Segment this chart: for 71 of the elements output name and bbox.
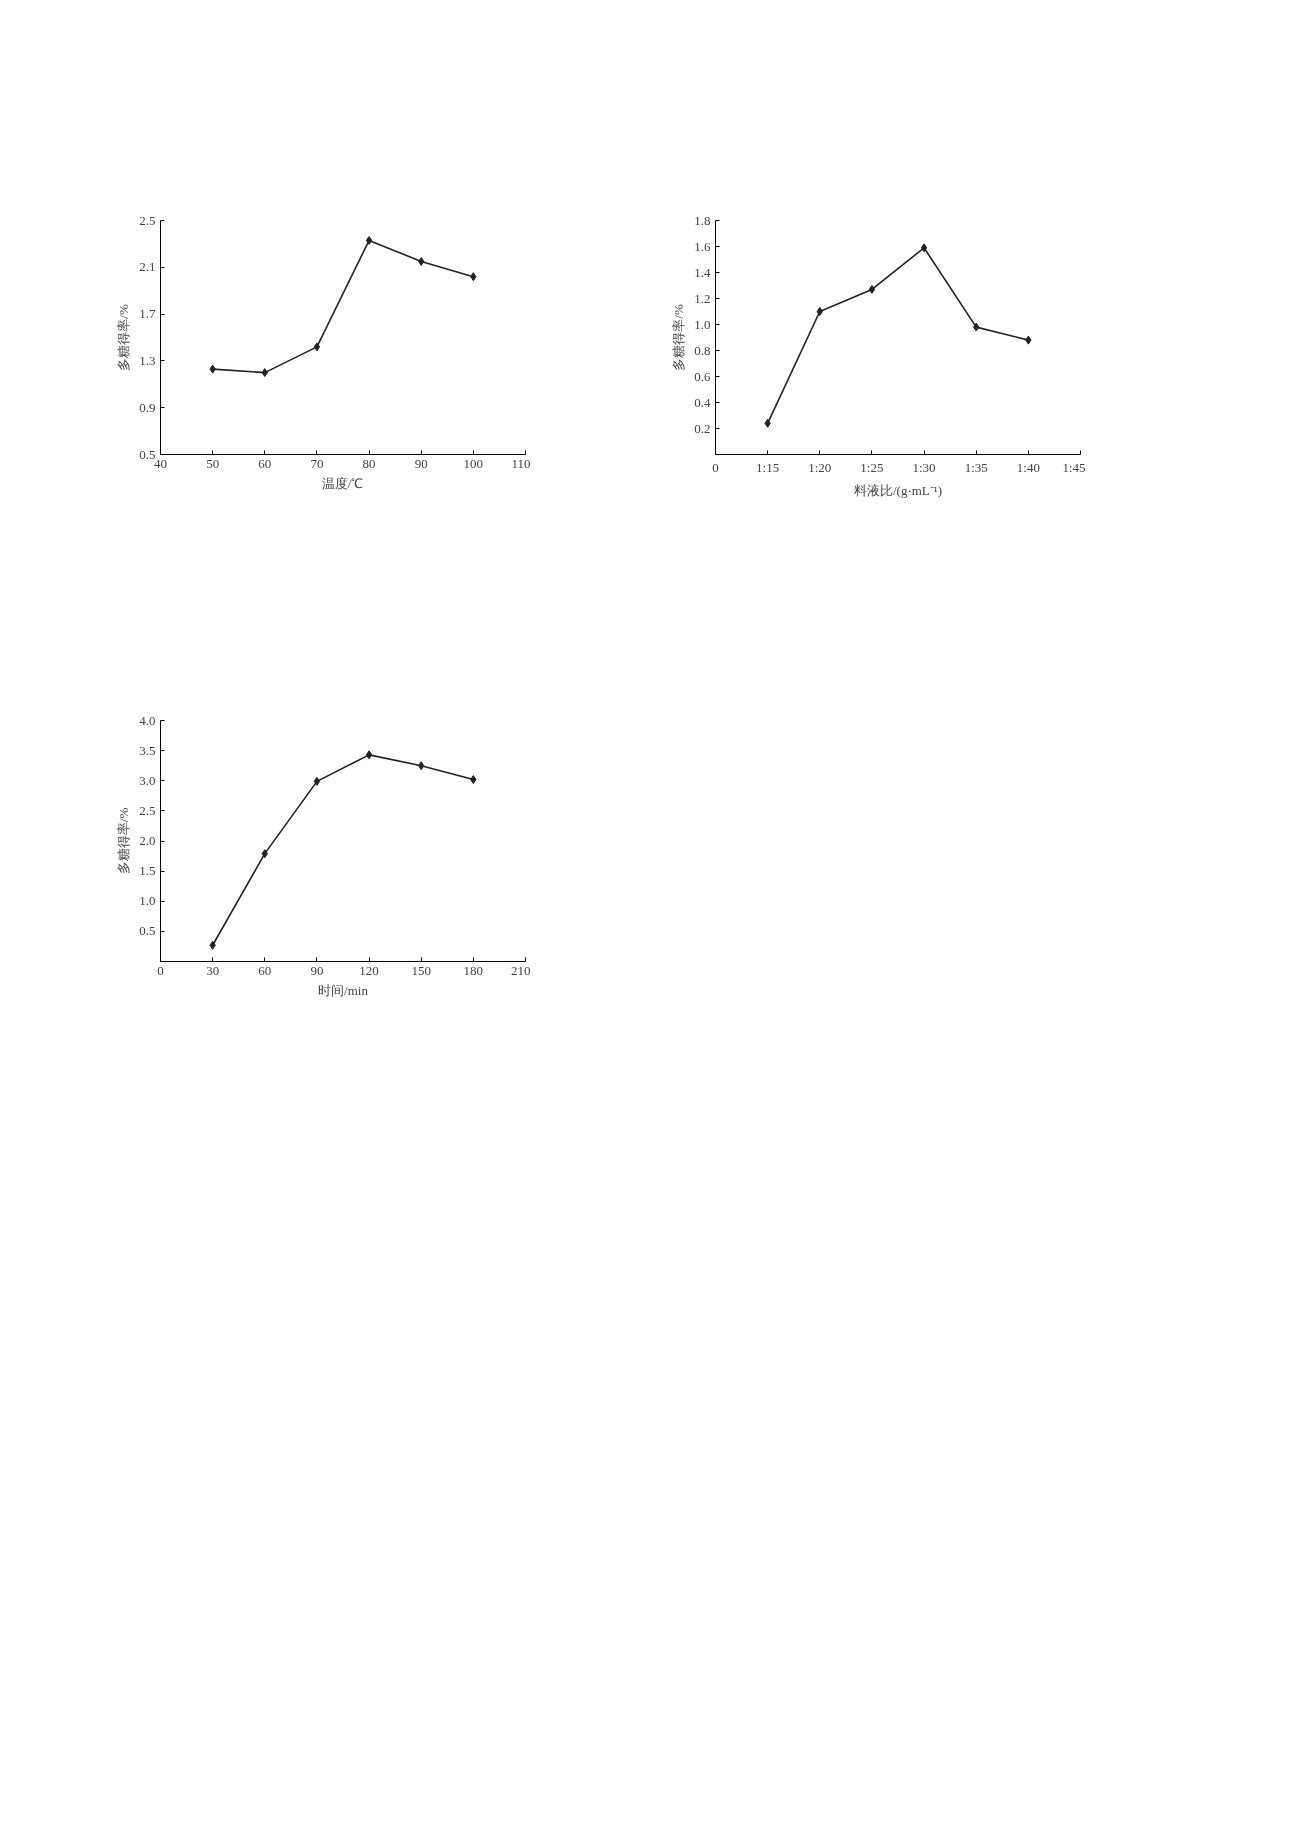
y-tick-label: 2.5 [139, 212, 156, 228]
y-tick-label: 1.2 [694, 290, 711, 306]
y-tick-label: 1.5 [139, 863, 156, 879]
point [313, 776, 321, 786]
y-tick-label: 0.2 [694, 420, 711, 436]
x-tick-label: 150 [411, 962, 431, 978]
x-axis-title: 温度/℃ [321, 475, 364, 491]
point [313, 342, 321, 352]
point [470, 272, 477, 282]
y-tick-label: 0.8 [694, 342, 711, 358]
point [261, 368, 268, 378]
x-tick-label: 60 [258, 455, 272, 471]
y-tick-label: 0.9 [139, 399, 156, 415]
x-tick-label: 1:15 [756, 459, 780, 475]
point [764, 418, 771, 428]
x-axis-title: 时间/min [318, 982, 369, 998]
x-tick-label: 120 [359, 962, 379, 978]
x-tick-label: 110 [511, 455, 531, 471]
y-tick-label: 2.0 [139, 833, 156, 848]
y-tick-label: 1.0 [694, 316, 711, 332]
y-tick-label: 2.5 [139, 802, 156, 818]
point [1025, 335, 1032, 345]
y-tick-label: 4.0 [139, 712, 156, 728]
y-tick-label: 1.8 [694, 212, 711, 228]
y-tick-label: 0.4 [694, 394, 711, 410]
x-tick-label: 60 [258, 962, 272, 978]
y-axis-title: 多糖得率/% [116, 304, 132, 371]
x-tick-label: 70 [310, 455, 324, 471]
point [418, 256, 425, 266]
y-tick-label: 0.5 [139, 446, 156, 462]
point [261, 849, 268, 859]
y-axis-title: 多糖得率/% [116, 807, 132, 875]
point [920, 243, 928, 253]
x-tick-label: 50 [206, 455, 220, 471]
y-tick-label: 0.6 [694, 368, 711, 384]
y-tick-label: 1.6 [694, 238, 711, 254]
x-tick-label: 180 [463, 962, 484, 978]
point [973, 322, 980, 332]
point [209, 940, 216, 950]
y-tick-label: 1.3 [139, 352, 156, 368]
x-tick-label: 30 [206, 962, 220, 978]
y-tick-label: 1.4 [694, 264, 711, 280]
x-tick-label: 80 [362, 455, 376, 471]
point [816, 307, 823, 316]
x-tick-label: 1:35 [964, 459, 988, 475]
x-tick-label: 0 [157, 962, 164, 978]
y-tick-label: 0.5 [139, 923, 156, 939]
x-tick-label: 90 [310, 962, 324, 978]
y-tick-label: 2.1 [139, 259, 156, 275]
x-tick-label: 1:25 [860, 459, 884, 475]
x-axis-title: 料液比/(g·mL⁻¹) [853, 482, 943, 498]
y-tick-label: 1.0 [139, 893, 156, 909]
point [365, 235, 373, 245]
point [868, 284, 876, 294]
point [470, 775, 477, 785]
x-tick-label: 100 [463, 455, 484, 471]
x-tick-label: 40 [154, 455, 167, 471]
point [365, 750, 373, 760]
x-tick-label: 90 [414, 455, 428, 471]
y-tick-label: 1.7 [139, 306, 156, 322]
x-tick-label: 1:30 [912, 459, 936, 475]
point [209, 364, 216, 374]
point [418, 761, 425, 771]
x-tick-label: 1:45 [1062, 459, 1086, 475]
x-tick-label: 0 [712, 459, 719, 475]
y-tick-label: 3.5 [139, 742, 156, 758]
x-tick-label: 1:20 [808, 459, 832, 475]
x-tick-label: 1:40 [1016, 459, 1040, 475]
x-tick-label: 210 [511, 962, 531, 978]
y-tick-label: 3.0 [139, 772, 156, 788]
y-axis-title: 多糖得率/% [671, 304, 687, 371]
